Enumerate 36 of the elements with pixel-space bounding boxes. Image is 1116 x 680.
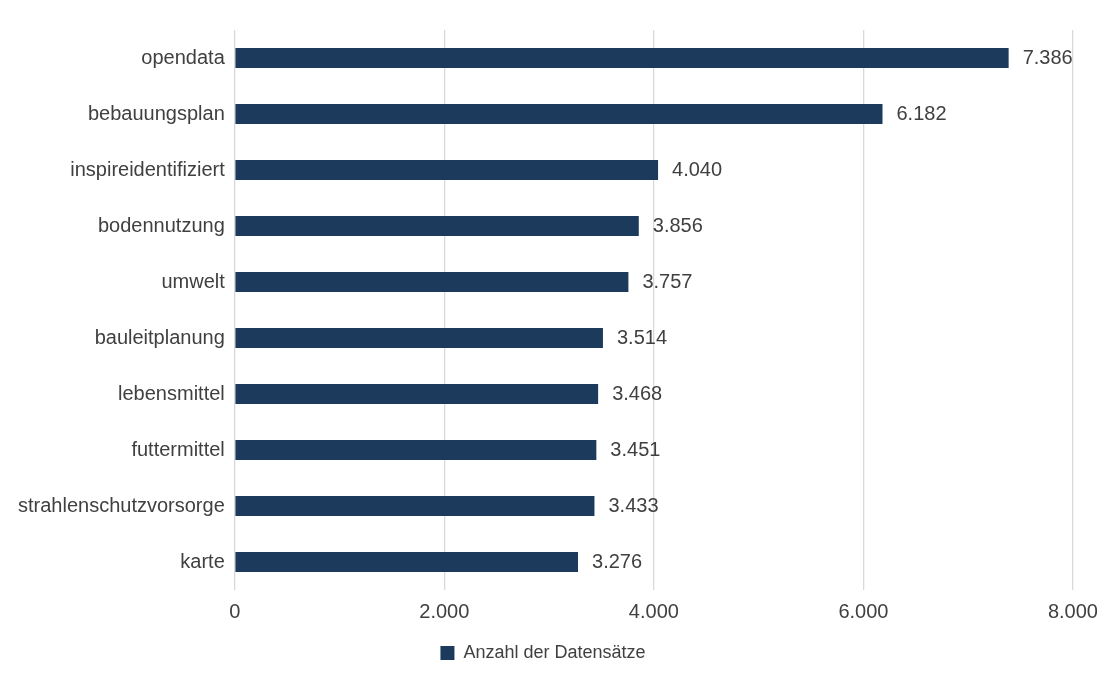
x-tick-label: 4.000	[628, 599, 679, 622]
data-label: 3.276	[592, 549, 643, 572]
bar	[235, 383, 599, 405]
bar	[235, 159, 659, 181]
x-tick-label: 6.000	[838, 599, 889, 622]
y-tick-label: strahlenschutzvorsorge	[17, 493, 225, 516]
y-tick-label: inspireidentifiziert	[70, 157, 226, 180]
bar	[235, 103, 883, 125]
y-tick-label: futtermittel	[131, 437, 225, 460]
x-tick-label: 0	[229, 599, 241, 622]
data-label: 4.040	[672, 157, 723, 180]
data-label: 7.386	[1022, 45, 1073, 68]
bar	[235, 495, 595, 517]
x-tick-label: 2.000	[419, 599, 470, 622]
y-tick-label: bauleitplanung	[94, 325, 225, 348]
data-label: 3.468	[612, 381, 663, 404]
bar	[235, 271, 629, 293]
bar	[235, 47, 1009, 69]
data-label: 3.433	[608, 493, 659, 516]
y-tick-label: bodennutzung	[97, 213, 225, 236]
data-label: 3.514	[616, 325, 668, 348]
bar	[235, 327, 603, 349]
x-tick-label: 8.000	[1047, 599, 1099, 622]
data-label: 3.451	[610, 437, 661, 460]
data-label: 6.182	[896, 101, 947, 124]
y-tick-label: karte	[180, 549, 225, 572]
y-tick-label: umwelt	[161, 269, 226, 292]
bar	[235, 439, 597, 461]
legend-label: Anzahl der Datensätze	[463, 641, 646, 662]
data-label: 3.856	[652, 213, 703, 236]
bar	[235, 215, 639, 237]
bar	[235, 551, 579, 573]
y-tick-label: opendata	[141, 45, 226, 68]
data-label: 3.757	[642, 269, 693, 292]
y-tick-label: lebensmittel	[118, 381, 225, 404]
y-tick-label: bebauungsplan	[87, 101, 225, 124]
